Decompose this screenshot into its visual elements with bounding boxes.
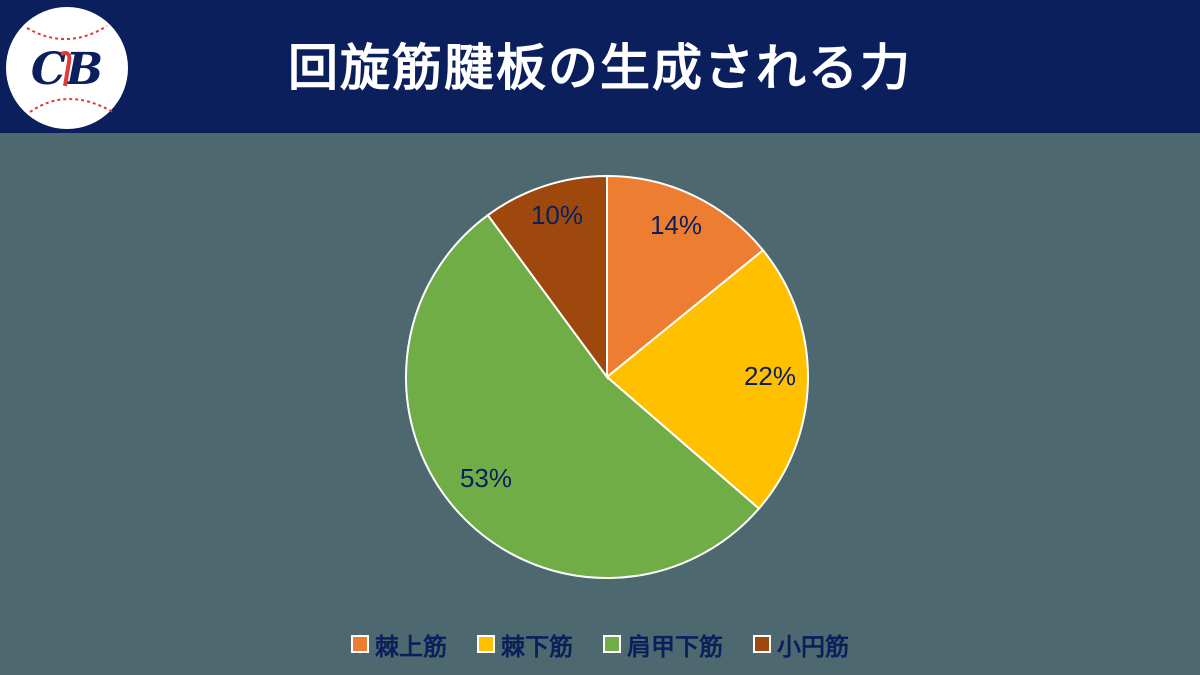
slice-label: 10% [531, 200, 583, 230]
legend-item: 肩甲下筋 [603, 627, 723, 662]
page-title: 回旋筋腱板の生成される力 [288, 39, 912, 97]
pie-slice [606, 174, 765, 380]
legend-swatch [351, 635, 369, 653]
legend-item: 小円筋 [753, 627, 849, 662]
pie-chart: 14% 22% 53% 10% [0, 133, 1200, 675]
legend-item: 棘上筋 [351, 627, 447, 662]
slice-label: 53% [460, 463, 512, 493]
legend-swatch [603, 635, 621, 653]
slice-label: 22% [744, 361, 796, 391]
legend-label: 棘上筋 [375, 632, 447, 661]
pie-slice [486, 174, 608, 381]
legend-item: 棘下筋 [477, 627, 573, 662]
legend-label: 小円筋 [777, 632, 849, 661]
legend-swatch [477, 635, 495, 653]
slice-label: 14% [650, 210, 702, 240]
pie-slice [605, 248, 809, 511]
baseball-logo-icon: CB [6, 7, 128, 129]
pie-slice [405, 213, 761, 579]
pie-chart-svg: 14% 22% 53% 10% [405, 174, 809, 579]
legend-label: 棘下筋 [501, 632, 573, 661]
legend-label: 肩甲下筋 [627, 632, 723, 661]
legend-swatch [753, 635, 771, 653]
chart-legend: 棘上筋 棘下筋 肩甲下筋 小円筋 [0, 627, 1200, 662]
header-bar: CB 回旋筋腱板の生成される力 [0, 0, 1200, 133]
